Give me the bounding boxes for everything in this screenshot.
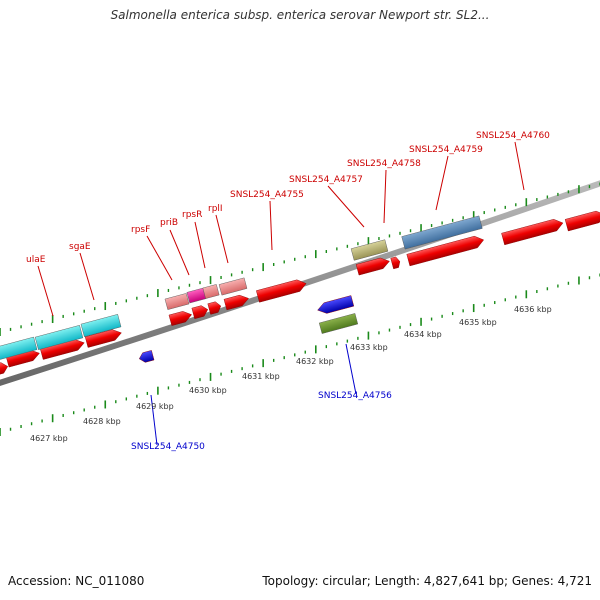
gene-arrow-forward [564,210,600,232]
kbp-label: 4633 kbp [350,343,388,352]
leader-line [269,200,273,251]
leader-line [345,343,357,395]
gene-label-SNSL254_A4759[interactable]: SNSL254_A4759 [409,145,483,155]
leader-line [215,214,229,264]
gene-label-SNSL254_A4757[interactable]: SNSL254_A4757 [289,175,363,185]
gene-arrow-forward [406,235,484,267]
kbp-label: 4627 kbp [30,434,68,443]
gene-arrow-forward [390,256,401,270]
gene-arrow-forward [168,311,192,326]
label-leader-lines [37,141,525,446]
forward-gene-labels: ulaE sgaE rpsF priB rpsR rplI SNSL254_A4… [26,131,550,265]
leader-line [194,221,206,269]
reverse-gene-labels: SNSL254_A4750 SNSL254_A4756 [131,391,392,452]
gene-arrow-forward [256,279,307,303]
gene-label-sgaE[interactable]: sgaE [69,242,91,252]
gene-block-pink [202,284,220,299]
kbp-label: 4634 kbp [404,330,442,339]
gene-arrow-forward [355,257,390,276]
gene-block-green [318,313,359,334]
gene-arrow-reverse [317,295,355,314]
gene-label-SNSL254_A4755[interactable]: SNSL254_A4755 [230,190,304,200]
gene-arrow-forward [207,301,222,315]
gene-block-pink [164,293,190,310]
kbp-label: 4632 kbp [296,357,334,366]
kbp-label: 4630 kbp [189,386,227,395]
gene-arrow-forward [501,219,564,246]
gene-label-rplI[interactable]: rplI [208,204,223,214]
kbp-labels: 4627 kbp 4628 kbp 4629 kbp 4630 kbp 4631… [30,305,552,443]
accession-text: Accession: NC_011080 [8,574,145,588]
leader-line [37,265,54,317]
gene-label-priB[interactable]: priB [160,218,178,228]
leader-line [514,141,525,191]
gene-label-SNSL254_A4750[interactable]: SNSL254_A4750 [131,442,205,452]
gene-block-olive [350,239,389,261]
gene-label-SNSL254_A4758[interactable]: SNSL254_A4758 [347,159,421,169]
gene-arrow-forward [191,305,209,319]
gene-block-cyan [80,314,122,337]
gene-label-rpsR[interactable]: rpsR [182,210,202,220]
leader-line [435,155,449,211]
gene-arrow-forward [0,362,9,377]
leader-line [383,169,387,224]
gene-label-ulaE[interactable]: ulaE [26,255,46,265]
leader-line [327,185,365,228]
gene-block-cyan [34,325,84,350]
gene-arrow-forward [84,329,122,348]
outer-tick-track [0,182,600,336]
kbp-label: 4635 kbp [459,318,497,327]
gene-block-cyan [0,336,38,361]
leader-line [169,229,190,276]
gene-arrow-forward [223,294,249,311]
leader-line [150,394,158,446]
gene-block-steel [401,215,483,250]
gene-label-SNSL254_A4756[interactable]: SNSL254_A4756 [318,391,392,401]
gene-block-pink [218,277,248,296]
gene-arrow-reverse [138,350,155,363]
gene-features [0,210,600,377]
gene-label-rpsF[interactable]: rpsF [131,225,150,235]
kbp-label: 4629 kbp [136,402,174,411]
map-title: Salmonella enterica subsp. enterica sero… [110,8,490,22]
kbp-label: 4628 kbp [83,417,121,426]
inner-tick-track [0,273,600,436]
kbp-label: 4636 kbp [514,305,552,314]
gene-label-SNSL254_A4760[interactable]: SNSL254_A4760 [476,131,550,141]
kbp-label: 4631 kbp [242,372,280,381]
leader-line [146,235,173,281]
topology-text: Topology: circular; Length: 4,827,641 bp… [262,574,592,588]
leader-line [79,252,95,301]
